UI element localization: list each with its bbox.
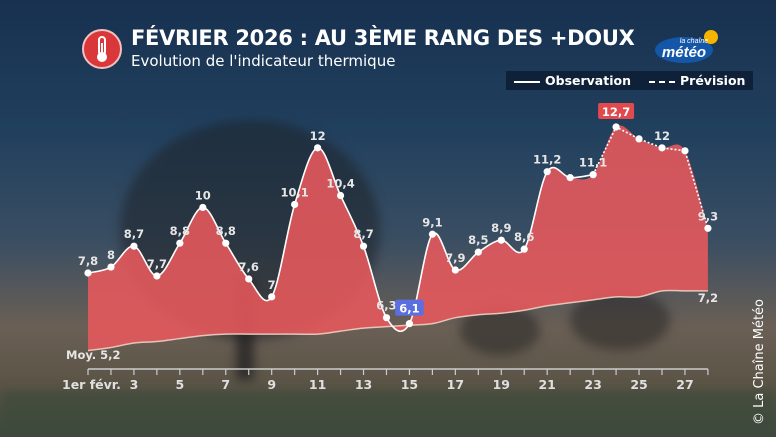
data-point xyxy=(153,272,161,280)
data-point xyxy=(474,248,482,256)
x-tick-label: 21 xyxy=(538,377,555,392)
x-tick-label: 3 xyxy=(130,377,139,392)
thermometer-icon xyxy=(82,29,122,69)
data-point xyxy=(291,200,299,209)
data-label: 8,7 xyxy=(124,227,144,241)
x-tick-label: 17 xyxy=(447,377,464,392)
x-tick-label: 19 xyxy=(493,377,510,392)
data-point xyxy=(543,168,551,176)
min-badge xyxy=(395,299,424,316)
data-point xyxy=(314,144,322,152)
data-label: 8,8 xyxy=(216,224,236,238)
data-label: 8,7 xyxy=(353,227,373,241)
data-label: 9,1 xyxy=(422,215,442,229)
data-label: 7,7 xyxy=(147,257,167,271)
data-point xyxy=(107,263,115,271)
data-point xyxy=(451,266,459,274)
data-label: 10,4 xyxy=(326,177,354,191)
data-label: 7,8 xyxy=(78,254,98,268)
x-tick-label: 23 xyxy=(584,377,601,392)
data-label: 9,3 xyxy=(698,209,718,223)
data-point xyxy=(336,191,345,200)
anomaly-area xyxy=(88,125,708,351)
data-point xyxy=(382,314,391,322)
data-label: 8,5 xyxy=(468,233,488,247)
data-label: 12,7 xyxy=(602,105,630,119)
data-point xyxy=(497,236,505,244)
data-point xyxy=(520,245,528,253)
forecast-line xyxy=(592,125,709,229)
data-point xyxy=(199,203,207,212)
data-point xyxy=(176,239,184,247)
data-point xyxy=(566,174,574,182)
data-point xyxy=(428,230,436,238)
data-point xyxy=(84,269,92,277)
data-point xyxy=(222,239,230,247)
svg-text:la chaîne: la chaîne xyxy=(680,38,709,45)
x-tick-label: 5 xyxy=(175,377,184,392)
legend-forecast: Prévision xyxy=(649,73,745,88)
data-label: 6,3 xyxy=(376,299,396,313)
data-point xyxy=(658,144,666,152)
data-label: 11,1 xyxy=(579,156,607,170)
data-label: 11,2 xyxy=(533,153,561,167)
data-label: 8,8 xyxy=(170,224,190,238)
legend: Observation Prévision xyxy=(506,71,754,90)
legend-forecast-label: Prévision xyxy=(680,73,746,88)
data-label: 8 xyxy=(107,248,115,262)
x-tick-label: 1er févr. xyxy=(62,377,121,392)
la-chaine-meteo-logo: la chaîne météo xyxy=(654,28,720,64)
x-tick-label: 15 xyxy=(401,377,418,392)
copyright: © La Chaîne Météo xyxy=(752,298,767,425)
data-point xyxy=(359,242,368,250)
x-tick-label: 11 xyxy=(309,377,326,392)
data-point xyxy=(612,123,620,131)
normal-start-label: Moy. 5,2 xyxy=(66,348,121,362)
legend-observation-label: Observation xyxy=(545,73,631,88)
chart-title: FÉVRIER 2026 : AU 3ÈME RANG DES +DOUX xyxy=(131,26,635,50)
data-point xyxy=(635,135,643,143)
data-point xyxy=(268,293,276,301)
data-label: 6,1 xyxy=(399,302,419,316)
data-label: 7 xyxy=(268,278,276,292)
legend-observation: Observation xyxy=(514,73,631,88)
x-tick-label: 25 xyxy=(630,377,647,392)
x-tick-label: 9 xyxy=(267,377,276,392)
x-tick-label: 7 xyxy=(221,377,230,392)
data-label: 12 xyxy=(654,129,670,143)
max-badge xyxy=(598,102,635,119)
data-point xyxy=(681,147,689,155)
data-label: 10,1 xyxy=(280,185,308,199)
normal-line xyxy=(87,289,708,352)
data-point xyxy=(245,275,253,283)
data-label: 7,9 xyxy=(445,251,465,265)
x-tick-label: 27 xyxy=(676,377,693,392)
data-label: 7,6 xyxy=(239,260,259,274)
normal-end-label: 7,2 xyxy=(698,291,718,305)
x-tick-label: 13 xyxy=(355,377,372,392)
data-label: 12 xyxy=(310,129,326,143)
data-label: 10 xyxy=(195,188,211,202)
data-point xyxy=(405,320,414,328)
chart-subtitle: Evolution de l'indicateur thermique xyxy=(131,52,396,70)
data-label: 8,9 xyxy=(491,221,511,235)
data-label: 8,6 xyxy=(514,230,534,244)
data-point xyxy=(130,242,138,250)
data-point xyxy=(589,171,597,179)
svg-text:météo: météo xyxy=(662,44,706,61)
data-point xyxy=(704,224,712,232)
